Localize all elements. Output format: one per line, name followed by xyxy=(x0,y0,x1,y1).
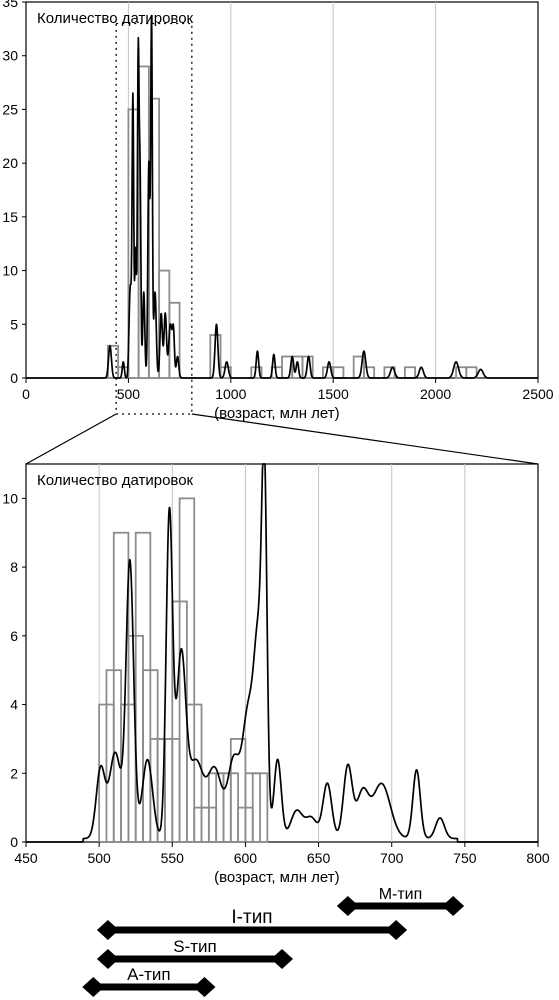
zoom-region-box xyxy=(115,22,193,415)
zoom-connector-lines xyxy=(25,413,539,465)
x-tick-label: 0 xyxy=(22,386,30,402)
y-tick-label: 20 xyxy=(2,155,18,171)
detail-plot-frame xyxy=(25,463,539,843)
y-tick-label: 5 xyxy=(10,316,18,332)
x-tick-label: 700 xyxy=(380,850,404,866)
zoom-connector-right xyxy=(191,413,539,465)
y-tick-label: 0 xyxy=(10,834,18,850)
range-endpoint-diamond xyxy=(82,977,105,997)
x-tick-label: 650 xyxy=(307,850,331,866)
y-tick-label: 30 xyxy=(2,48,18,64)
overview-plot-frame xyxy=(25,1,539,379)
overview-x-tick-labels: 0 500 1000 1500 2000 2500 xyxy=(22,378,554,402)
x-tick-label: 500 xyxy=(117,386,141,402)
x-tick-label: 1500 xyxy=(318,386,349,402)
x-tick-label: 600 xyxy=(234,850,258,866)
range-endpoint-diamond xyxy=(271,949,293,969)
x-tick-label: 500 xyxy=(87,850,111,866)
x-tick-label: 800 xyxy=(526,850,550,866)
y-tick-label: 15 xyxy=(2,209,18,225)
y-tick-label: 25 xyxy=(2,101,18,117)
y-tick-label: 4 xyxy=(10,697,18,713)
x-tick-label: 450 xyxy=(14,850,38,866)
range-bar-4: A-тип xyxy=(82,965,216,997)
overview-chart: 0 500 1000 1500 2000 2500 0 5 10 15 20 25 30 35 Коли… xyxy=(2,0,553,422)
range-bar-1: M-тип xyxy=(336,886,465,916)
range-label: S-тип xyxy=(173,937,217,956)
detail-title: Количество датировок xyxy=(37,472,194,489)
range-bar-2: I-тип xyxy=(96,907,408,940)
x-tick-label: 2000 xyxy=(420,386,451,402)
x-tick-label: 750 xyxy=(453,850,477,866)
range-label: M-тип xyxy=(379,886,423,903)
overview-title: Количество датировок xyxy=(37,10,194,27)
detail-histogram xyxy=(98,497,269,843)
range-endpoint-diamond xyxy=(193,977,216,997)
detail-chart: 450 500 550 600 650 700 750 800 0 2 4 6 8 10 Количес… xyxy=(2,463,550,886)
histogram-bar xyxy=(147,97,161,379)
y-tick-label: 0 xyxy=(10,370,18,386)
range-endpoint-diamond xyxy=(385,920,408,940)
range-label: A-тип xyxy=(127,965,171,984)
x-tick-label: 550 xyxy=(161,850,185,866)
overview-density-curve xyxy=(25,14,539,379)
detail-density-curve xyxy=(25,463,539,843)
detail-x-axis-label: (возраст, млн лет) xyxy=(214,869,340,886)
y-tick-label: 8 xyxy=(10,559,18,575)
y-tick-label: 2 xyxy=(10,765,18,781)
histogram-bar xyxy=(301,355,314,379)
detail-y-tick-labels: 0 2 4 6 8 10 xyxy=(2,490,26,850)
y-tick-label: 6 xyxy=(10,628,18,644)
histogram-bar xyxy=(251,772,269,843)
range-endpoint-diamond xyxy=(96,920,119,940)
y-tick-label: 10 xyxy=(2,490,18,506)
range-bar-3: S-тип xyxy=(96,937,293,969)
x-tick-label: 1000 xyxy=(215,386,246,402)
y-tick-label: 35 xyxy=(2,0,18,10)
overview-y-tick-labels: 0 5 10 15 20 25 30 35 xyxy=(2,0,26,386)
range-label: I-тип xyxy=(231,907,272,928)
range-endpoint-diamond xyxy=(442,896,465,916)
overview-x-axis-label: (возраст, млн лет) xyxy=(214,405,340,422)
x-tick-label: 2500 xyxy=(522,386,553,402)
detail-x-tick-labels: 450 500 550 600 650 700 750 800 xyxy=(14,842,550,866)
zoom-connector-left xyxy=(25,413,117,465)
range-endpoint-diamond xyxy=(336,896,359,916)
y-tick-label: 10 xyxy=(2,263,18,279)
range-endpoint-diamond xyxy=(96,949,119,969)
